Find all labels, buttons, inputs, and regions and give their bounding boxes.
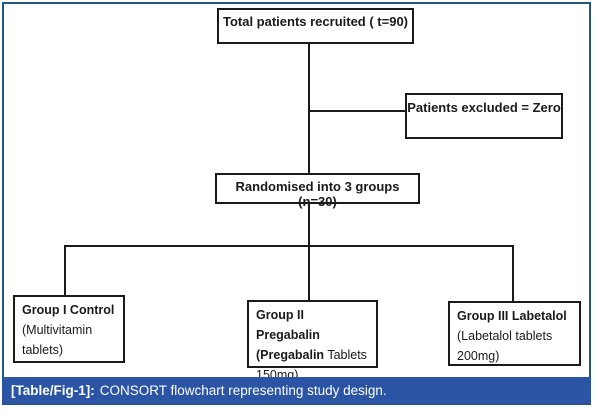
group1-control-box: Group I Control (Multivitamin tablets) bbox=[13, 295, 125, 363]
connector-branch-to-excluded bbox=[309, 110, 406, 112]
randomised-groups-box: Randomised into 3 groups (n=30) bbox=[215, 173, 420, 209]
figure-caption-bar: [Table/Fig-1]: CONSORT flowchart represen… bbox=[2, 377, 591, 404]
group3-line2: (Labetalol tablets bbox=[457, 329, 553, 343]
connector-split-horizontal bbox=[64, 245, 514, 247]
group2-line2-rest: Tablets bbox=[324, 348, 367, 362]
group2-line2-bold: (Pregabalin bbox=[256, 348, 325, 362]
group3-labetalol-box: Group III Labetalol (Labetalol tablets 2… bbox=[448, 301, 581, 366]
group1-line3: tablets) bbox=[22, 343, 63, 357]
group3-title: Group III Labetalol bbox=[457, 309, 567, 323]
figure-caption-text: CONSORT flowchart representing study des… bbox=[99, 383, 387, 398]
connector-randomised-to-split bbox=[308, 203, 310, 247]
connector-top-to-randomised bbox=[308, 44, 310, 174]
group2-pregabalin-box: Group II Pregabalin (Pregabalin Tablets … bbox=[247, 300, 378, 382]
group1-line2: (Multivitamin bbox=[22, 323, 93, 337]
connector-drop-group3 bbox=[512, 246, 514, 302]
figure-caption-label: [Table/Fig-1]: bbox=[11, 383, 95, 398]
patients-excluded-box: Patients excluded = Zero bbox=[405, 93, 563, 139]
connector-drop-group2 bbox=[308, 246, 310, 301]
group2-title: Group II Pregabalin bbox=[256, 308, 320, 342]
group2-line2: (Pregabalin Tablets bbox=[256, 345, 369, 365]
total-patients-box: Total patients recruited ( t=90) bbox=[217, 8, 414, 44]
group1-title: Group I Control bbox=[22, 303, 115, 317]
group3-line3: 200mg) bbox=[457, 349, 500, 363]
connector-drop-group1 bbox=[64, 246, 66, 296]
